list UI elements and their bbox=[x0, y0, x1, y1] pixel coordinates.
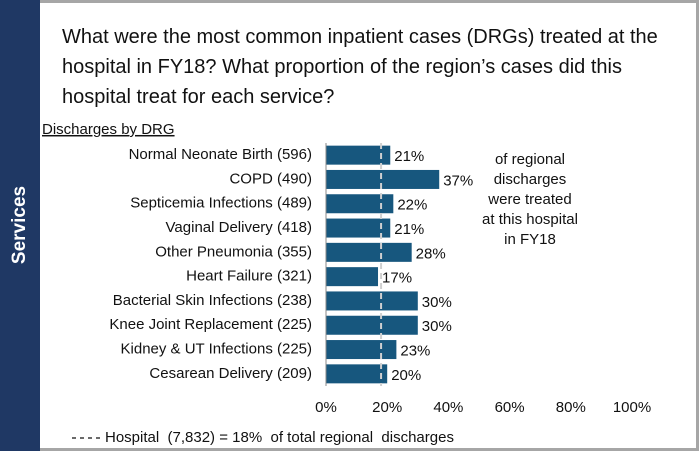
bar bbox=[326, 340, 397, 360]
top-border bbox=[0, 0, 699, 3]
annotation: of regional bbox=[495, 151, 565, 168]
y-tick-label: Other Pneumonia (355) bbox=[155, 243, 312, 260]
bottom-border bbox=[0, 448, 699, 451]
sidebar bbox=[0, 0, 40, 451]
bar bbox=[326, 315, 418, 335]
y-tick-label: Septicemia Infections (489) bbox=[130, 195, 312, 212]
y-tick-label: Heart Failure (321) bbox=[186, 268, 312, 285]
x-tick-label: 60% bbox=[495, 399, 525, 416]
annotation: at this hospital bbox=[482, 211, 578, 228]
x-tick-label: 80% bbox=[556, 399, 586, 416]
right-border bbox=[696, 0, 699, 451]
x-tick-label: 40% bbox=[433, 399, 463, 416]
bar bbox=[326, 169, 440, 189]
bar bbox=[326, 364, 388, 384]
x-tick-label: 100% bbox=[613, 399, 651, 416]
annotation: discharges bbox=[494, 171, 567, 188]
y-tick-label: Vaginal Delivery (418) bbox=[166, 219, 312, 236]
chart-subtitle: Discharges by DRG bbox=[42, 121, 175, 138]
legend-label: Hospital (7,832) = 18% of total regional… bbox=[105, 429, 454, 446]
value-label: 28% bbox=[416, 245, 446, 262]
value-label: 20% bbox=[391, 367, 421, 384]
section-label: Services bbox=[9, 186, 30, 264]
y-tick-label: COPD (490) bbox=[229, 170, 312, 187]
y-tick-label: Cesarean Delivery (209) bbox=[149, 365, 312, 382]
bar bbox=[326, 291, 418, 311]
x-tick-label: 0% bbox=[315, 399, 337, 416]
bar bbox=[326, 242, 412, 262]
value-label: 30% bbox=[422, 294, 452, 311]
y-tick-label: Bacterial Skin Infections (238) bbox=[113, 292, 312, 309]
annotation: in FY18 bbox=[504, 231, 556, 248]
value-label: 37% bbox=[443, 172, 473, 189]
bar bbox=[326, 145, 391, 165]
value-label: 21% bbox=[394, 221, 424, 238]
value-label: 17% bbox=[382, 270, 412, 287]
value-label: 22% bbox=[397, 197, 427, 214]
y-tick-label: Knee Joint Replacement (225) bbox=[109, 316, 312, 333]
annotation: were treated bbox=[487, 191, 571, 208]
value-label: 30% bbox=[422, 318, 452, 335]
value-label: 21% bbox=[394, 148, 424, 165]
y-tick-label: Kidney & UT Infections (225) bbox=[121, 341, 312, 358]
bar bbox=[326, 267, 379, 287]
x-tick-label: 20% bbox=[372, 399, 402, 416]
chart-title: What were the most common inpatient case… bbox=[62, 26, 658, 108]
value-label: 23% bbox=[400, 343, 430, 360]
bar bbox=[326, 218, 391, 238]
y-tick-label: Normal Neonate Birth (596) bbox=[129, 146, 312, 163]
bar bbox=[326, 194, 394, 214]
